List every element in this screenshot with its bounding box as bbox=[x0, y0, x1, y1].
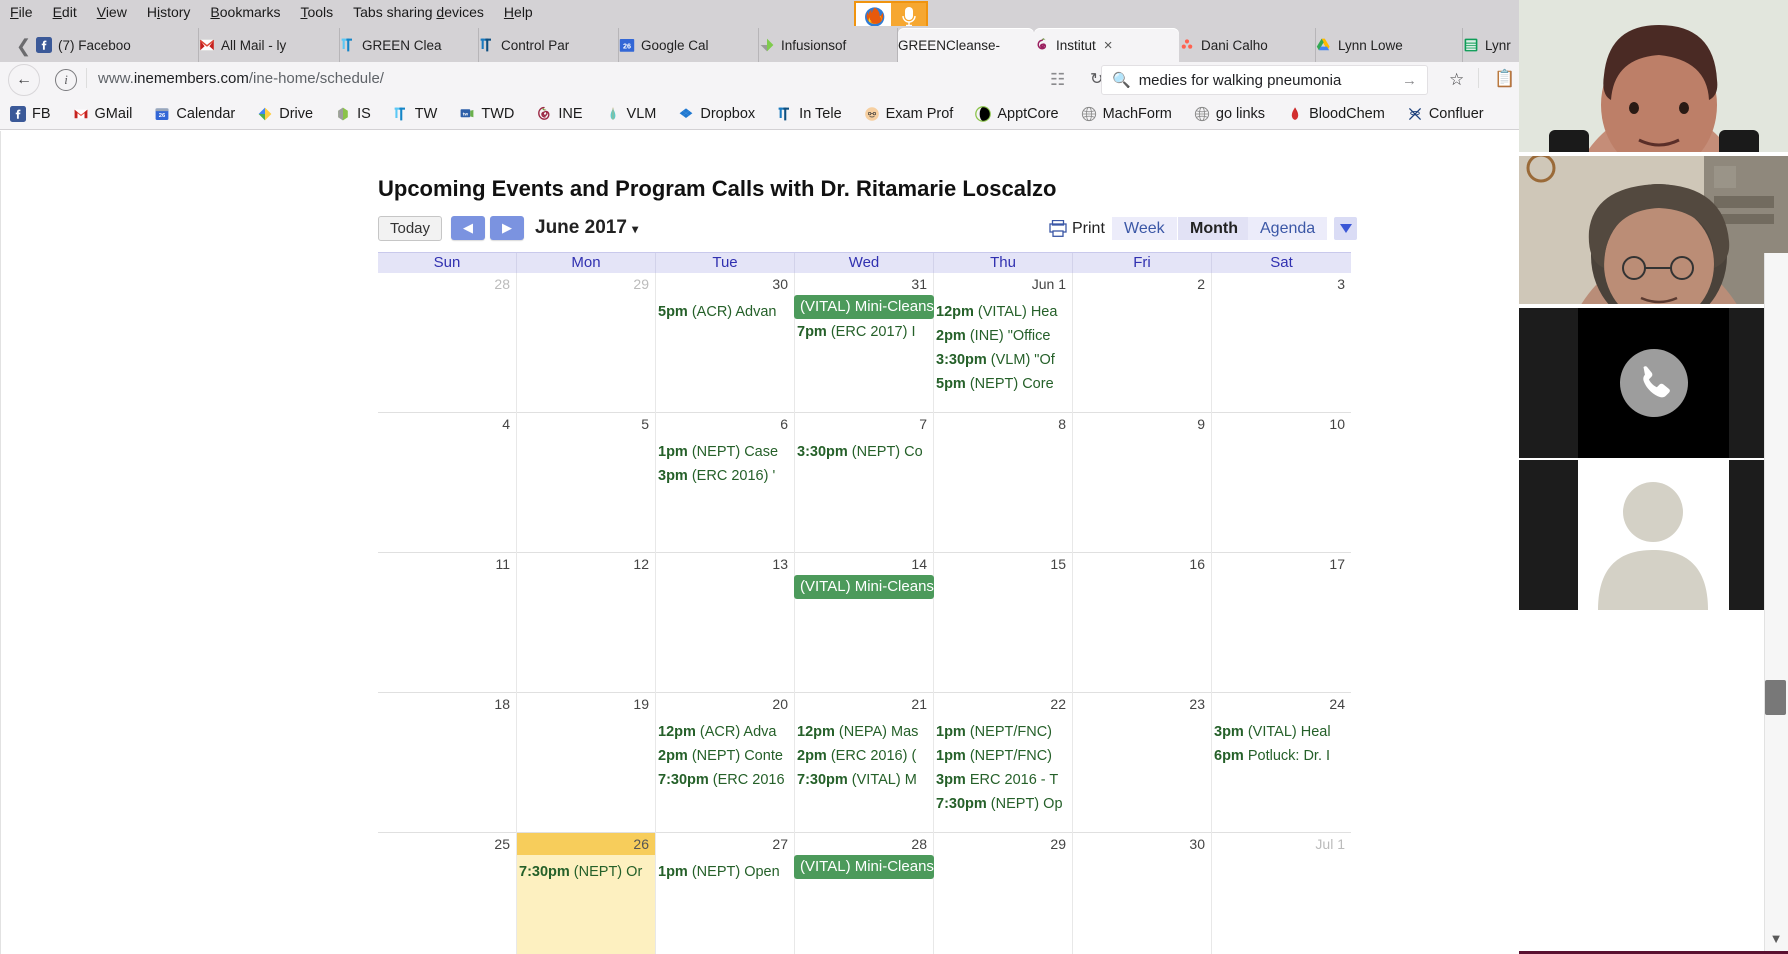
svg-text:26: 26 bbox=[159, 113, 166, 119]
svg-text:26: 26 bbox=[623, 42, 631, 51]
svg-text:tw: tw bbox=[463, 112, 469, 118]
